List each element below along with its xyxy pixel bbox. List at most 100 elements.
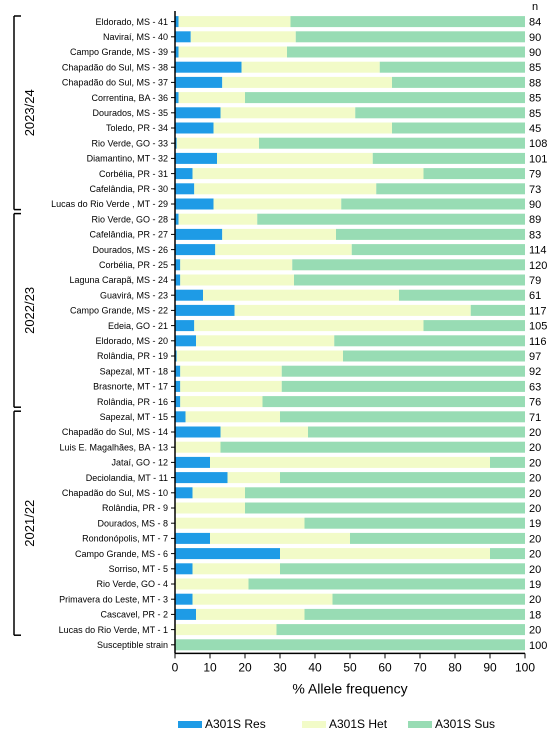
category-label: Eldorado, MS - 20 <box>95 336 168 346</box>
bar-segment <box>175 183 195 195</box>
bar-segment <box>210 456 490 468</box>
legend-swatch <box>302 721 326 728</box>
bar-segment <box>213 198 342 210</box>
n-value: 20 <box>529 503 541 515</box>
category-label: Diamantino, MT - 32 <box>87 154 168 164</box>
category-label: Dourados, MS - 26 <box>92 245 168 255</box>
bar-segment <box>180 259 293 271</box>
bar-segment <box>227 472 280 484</box>
bar-segment <box>287 46 525 58</box>
category-label: Corbélia, PR - 31 <box>99 169 168 179</box>
bar-segment <box>259 137 525 149</box>
bar-segment <box>175 76 223 88</box>
bar-segment <box>176 137 259 149</box>
n-value: 83 <box>529 229 541 241</box>
n-value: 19 <box>529 518 541 530</box>
x-tick-label: 30 <box>273 660 287 674</box>
category-label: Campo Grande, MS - 22 <box>70 306 168 316</box>
category-label: Rio Verde, GO - 33 <box>91 138 168 148</box>
n-value: 61 <box>529 290 541 302</box>
bar-segment <box>220 107 356 119</box>
bar-segment <box>192 168 424 180</box>
category-label: Eldorado, MS - 41 <box>95 17 168 27</box>
n-value: 117 <box>529 305 547 317</box>
n-value: 90 <box>529 199 541 211</box>
n-value: 63 <box>529 381 541 393</box>
category-label: Rolândia, PR - 16 <box>97 397 168 407</box>
bar-segment <box>175 639 525 651</box>
n-value: 20 <box>529 625 541 637</box>
bar-segment <box>175 365 181 377</box>
n-value: 79 <box>529 169 541 181</box>
category-label: Lucas do Rio Verde , MT - 29 <box>51 199 168 209</box>
bar-segment <box>175 122 214 134</box>
n-value: 20 <box>529 427 541 439</box>
n-value: 19 <box>529 579 541 591</box>
category-label: Chapadão do Sul, MS - 37 <box>62 78 168 88</box>
bar-segment <box>295 31 525 43</box>
n-value: 114 <box>529 245 547 257</box>
bar-segment <box>376 183 525 195</box>
bar-segment <box>175 472 228 484</box>
bar-segment <box>215 244 352 256</box>
n-value: 45 <box>529 123 541 135</box>
bar-segment <box>399 289 525 301</box>
category-label: Laguna Carapã, MS - 24 <box>69 275 168 285</box>
legend-label: A301S Het <box>329 717 388 731</box>
category-label: Chapadão do Sul, MS - 10 <box>62 488 168 498</box>
category-label: Rondonópolis, MT - 7 <box>82 534 168 544</box>
category-label: Rio Verde, GO - 28 <box>91 214 168 224</box>
bar-segment <box>175 46 179 58</box>
category-label: Cafelândia, PR - 30 <box>89 184 168 194</box>
n-value: 20 <box>529 473 541 485</box>
bar-segment <box>262 396 525 408</box>
bar-segment <box>276 624 525 636</box>
bar-segment <box>490 456 525 468</box>
x-tick-label: 80 <box>448 660 462 674</box>
category-label: Jataí, GO - 12 <box>111 458 168 468</box>
n-value: 92 <box>529 366 541 378</box>
legend-label: A301S Res <box>205 717 266 731</box>
bar-segment <box>220 426 308 438</box>
bar-segment <box>292 259 525 271</box>
x-axis-label: % Allele frequency <box>292 680 407 696</box>
bar-segment <box>175 289 203 301</box>
bar-segment <box>203 289 399 301</box>
bar-segment <box>290 16 525 28</box>
bar-segment <box>280 411 525 423</box>
bar-segment <box>176 350 343 362</box>
n-value: 20 <box>529 564 541 576</box>
bar-segment <box>222 76 392 88</box>
bar-segment <box>180 396 263 408</box>
bar-segment <box>175 441 221 453</box>
n-value: 20 <box>529 457 541 469</box>
n-value: 20 <box>529 488 541 500</box>
bar-segment <box>175 320 195 332</box>
bar-segment <box>175 335 196 347</box>
bar-segment <box>175 31 191 43</box>
bar-segment <box>234 304 471 316</box>
bar-segment <box>245 92 525 104</box>
x-tick-label: 0 <box>172 660 179 674</box>
bar-segment <box>192 563 280 575</box>
n-value: 18 <box>529 609 541 621</box>
bar-segment <box>175 168 193 180</box>
category-label: Naviraí, MS - 40 <box>103 32 168 42</box>
n-value: 90 <box>529 47 541 59</box>
bar-segment <box>217 152 373 164</box>
bar-segment <box>192 487 245 499</box>
bar-segment <box>192 593 333 605</box>
n-value: 20 <box>529 533 541 545</box>
bar-segment <box>175 426 221 438</box>
bar-segment <box>175 502 245 514</box>
bar-segment <box>190 31 296 43</box>
bar-segment <box>175 16 179 28</box>
category-label: Cafelândia, PR - 27 <box>89 230 168 240</box>
bar-segment <box>336 228 525 240</box>
bar-segment <box>178 213 258 225</box>
bar-segment <box>281 380 525 392</box>
group-label: 2022/23 <box>22 287 37 334</box>
category-label: Susceptible strain <box>97 640 168 650</box>
bar-segment <box>245 502 525 514</box>
category-label: Sapezal, MT - 15 <box>100 412 168 422</box>
